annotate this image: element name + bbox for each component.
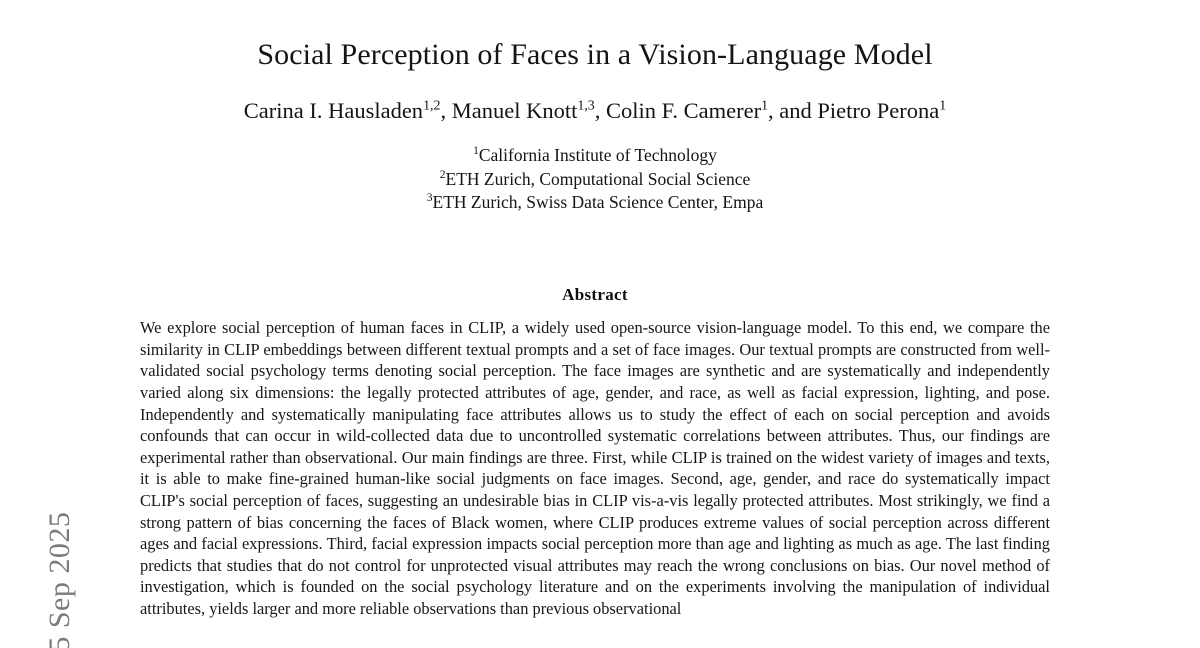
arxiv-stamp: cs.CV] 15 Sep 2025 <box>0 0 84 648</box>
affiliation-mark: 1 <box>473 145 479 158</box>
author-entry: Colin F. Camerer1, and <box>606 98 817 123</box>
affiliation-text: ETH Zurich, Swiss Data Science Center, E… <box>432 191 764 212</box>
abstract-paragraph: We explore social perception of human fa… <box>140 318 1050 618</box>
author-name: Carina I. Hausladen <box>243 98 424 124</box>
affiliation-text: ETH Zurich, Computational Social Science <box>445 168 751 189</box>
affiliation-item: 1California Institute of Technology <box>140 144 1050 167</box>
abstract-heading: Abstract <box>562 285 628 305</box>
affiliation-mark: 3 <box>426 192 433 205</box>
affiliation-list: 1California Institute of Technology 2ETH… <box>140 124 1050 214</box>
author-affiliation-mark: 1,2 <box>423 98 441 114</box>
arxiv-stamp-label: cs.CV] 15 Sep 2025 <box>43 511 76 648</box>
affiliation-mark: 2 <box>439 168 446 181</box>
author-affiliation-mark: 1 <box>939 98 947 114</box>
author-separator: , <box>594 98 607 124</box>
author-name: Pietro Perona <box>817 98 940 124</box>
affiliation-item: 2ETH Zurich, Computational Social Scienc… <box>140 168 1050 191</box>
author-affiliation-mark: 1 <box>761 98 769 114</box>
author-entry: Carina I. Hausladen1,2, <box>244 98 452 123</box>
affiliation-text: California Institute of Technology <box>478 145 717 166</box>
author-entry: Manuel Knott1,3, <box>452 98 606 123</box>
author-name: Colin F. Camerer <box>606 98 762 124</box>
paper-page: Social Perception of Faces in a Vision-L… <box>140 0 1050 648</box>
page-title: Social Perception of Faces in a Vision-L… <box>257 38 933 71</box>
author-affiliation-mark: 1,3 <box>577 98 595 114</box>
author-separator: , and <box>768 98 818 124</box>
author-name: Manuel Knott <box>451 98 578 124</box>
author-entry: Pietro Perona1 <box>817 98 946 123</box>
abstract-body: We explore social perception of human fa… <box>140 305 1050 619</box>
affiliation-item: 3ETH Zurich, Swiss Data Science Center, … <box>140 191 1050 214</box>
author-list: Carina I. Hausladen1,2, Manuel Knott1,3,… <box>140 72 1050 124</box>
author-separator: , <box>440 98 452 124</box>
